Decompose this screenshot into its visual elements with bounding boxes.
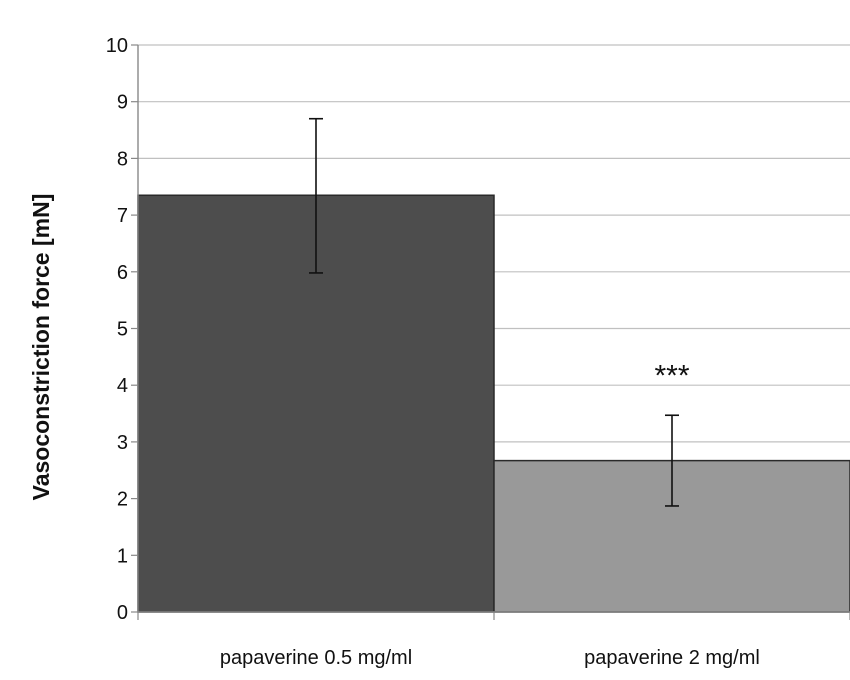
y-tick-label: 0	[117, 602, 128, 624]
significance-annotation: ***	[654, 359, 689, 392]
bars	[137, 194, 850, 613]
y-tick-label: 5	[117, 319, 128, 341]
y-tick-label: 4	[117, 375, 128, 397]
y-axis-title: Vasoconstriction force [mN]	[28, 194, 54, 501]
x-category-label: papaverine 2 mg/ml	[584, 647, 760, 669]
y-tick-label: 8	[117, 148, 128, 170]
labels: 0 1 2 3 4 5 6 7 8 9 10 papaverine 0.5 mg/ml papaveri…	[106, 35, 760, 669]
y-tick-label: 7	[117, 205, 128, 227]
error-bars	[309, 117, 679, 507]
x-category-label: papaverine 0.5 mg/ml	[220, 647, 412, 669]
y-tick-label: 3	[117, 432, 128, 454]
y-tick-label: 1	[117, 545, 128, 567]
axes	[131, 44, 850, 620]
y-tick-label: 10	[106, 35, 128, 57]
y-tick-label: 9	[117, 92, 128, 114]
y-tick-label: 6	[117, 262, 128, 284]
y-tick-label: 2	[117, 489, 128, 511]
